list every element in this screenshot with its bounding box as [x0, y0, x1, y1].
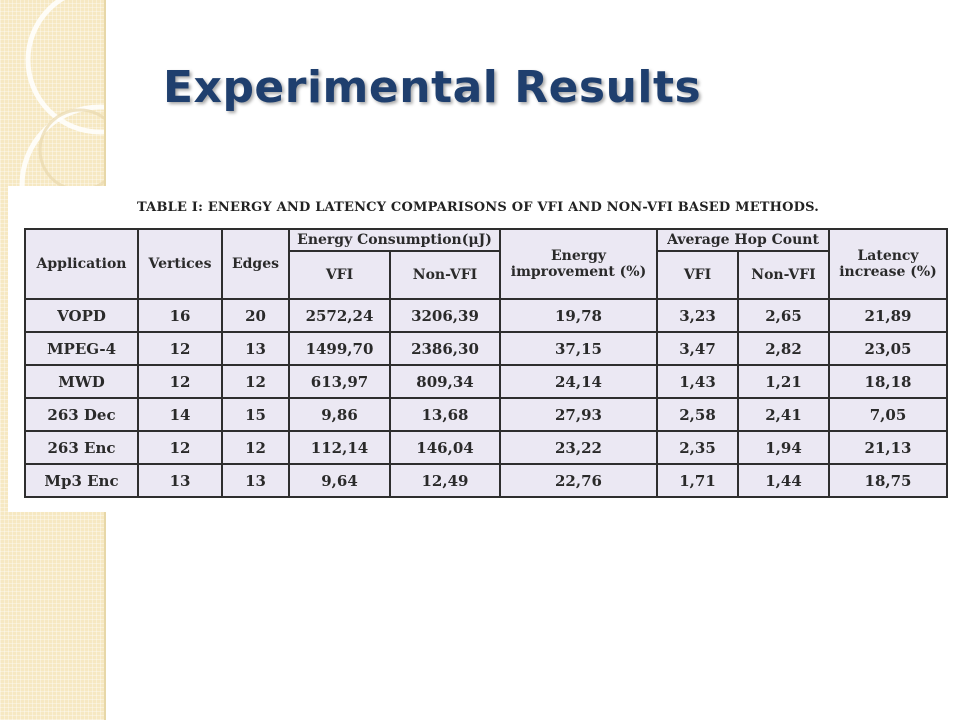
- cell-hop-nonvfi: 2,41: [736, 397, 831, 432]
- header-application: Application: [24, 228, 139, 300]
- cell-edges: 12: [221, 364, 290, 399]
- header-hop-nonvfi: Non-VFI: [736, 250, 831, 300]
- header-energy-vfi: VFI: [288, 250, 391, 300]
- cell-application: MPEG-4: [24, 331, 139, 366]
- cell-hop-nonvfi: 2,65: [736, 298, 831, 333]
- cell-vertices: 13: [137, 463, 223, 498]
- cell-energy-nonvfi: 809,34: [389, 364, 501, 399]
- cell-application: MWD: [24, 364, 139, 399]
- cell-edges: 13: [221, 331, 290, 366]
- cell-energy-vfi: 2572,24: [288, 298, 391, 333]
- cell-energy-improvement: 19,78: [499, 298, 658, 333]
- results-table: Application Vertices Edges Energy Consum…: [24, 228, 949, 498]
- cell-hop-vfi: 1,71: [656, 463, 739, 498]
- header-hop-vfi: VFI: [656, 250, 739, 300]
- cell-latency-increase: 23,05: [828, 331, 949, 366]
- cell-energy-vfi: 9,64: [288, 463, 391, 498]
- header-latency-increase: Latency increase (%): [828, 228, 949, 300]
- cell-edges: 13: [221, 463, 290, 498]
- cell-hop-vfi: 3,47: [656, 331, 739, 366]
- cell-application: 263 Dec: [24, 397, 139, 432]
- cell-latency-increase: 21,13: [828, 430, 949, 465]
- cell-edges: 20: [221, 298, 290, 333]
- cell-hop-vfi: 2,35: [656, 430, 739, 465]
- cell-latency-increase: 18,75: [828, 463, 949, 498]
- cell-energy-nonvfi: 12,49: [389, 463, 501, 498]
- cell-energy-vfi: 1499,70: [288, 331, 391, 366]
- cell-energy-vfi: 9,86: [288, 397, 391, 432]
- cell-energy-improvement: 27,93: [499, 397, 658, 432]
- cell-vertices: 14: [137, 397, 223, 432]
- cell-energy-vfi: 112,14: [288, 430, 391, 465]
- cell-hop-nonvfi: 1,94: [736, 430, 831, 465]
- cell-application: 263 Enc: [24, 430, 139, 465]
- cell-application: VOPD: [24, 298, 139, 333]
- cell-latency-increase: 7,05: [828, 397, 949, 432]
- cell-hop-vfi: 1,43: [656, 364, 739, 399]
- cell-application: Mp3 Enc: [24, 463, 139, 498]
- cell-latency-increase: 21,89: [828, 298, 949, 333]
- cell-energy-nonvfi: 3206,39: [389, 298, 501, 333]
- cell-energy-improvement: 24,14: [499, 364, 658, 399]
- cell-energy-vfi: 613,97: [288, 364, 391, 399]
- cell-hop-nonvfi: 2,82: [736, 331, 831, 366]
- header-average-hop-count: Average Hop Count: [655, 228, 831, 252]
- table-row: 263 Enc 12 12 112,14 146,04 23,22 2,35 1…: [24, 430, 949, 465]
- cell-energy-improvement: 37,15: [499, 331, 658, 366]
- header-energy-improvement: Energy improvement (%): [499, 228, 658, 300]
- cell-energy-improvement: 23,22: [499, 430, 658, 465]
- cell-energy-nonvfi: 2386,30: [389, 331, 501, 366]
- table-row: MWD 12 12 613,97 809,34 24,14 1,43 1,21 …: [24, 364, 949, 399]
- cell-hop-nonvfi: 1,21: [736, 364, 831, 399]
- slide-title: Experimental Results: [163, 62, 702, 113]
- cell-edges: 15: [221, 397, 290, 432]
- table-row: 263 Dec 14 15 9,86 13,68 27,93 2,58 2,41…: [24, 397, 949, 432]
- cell-vertices: 16: [137, 298, 223, 333]
- cell-latency-increase: 18,18: [828, 364, 949, 399]
- cell-vertices: 12: [137, 364, 223, 399]
- cell-energy-nonvfi: 146,04: [389, 430, 501, 465]
- table-caption: TABLE I: ENERGY AND LATENCY COMPARISONS …: [137, 200, 820, 215]
- cell-energy-improvement: 22,76: [499, 463, 658, 498]
- cell-edges: 12: [221, 430, 290, 465]
- cell-vertices: 12: [137, 331, 223, 366]
- cell-hop-vfi: 3,23: [656, 298, 739, 333]
- table-row: Mp3 Enc 13 13 9,64 12,49 22,76 1,71 1,44…: [24, 463, 949, 498]
- header-vertices: Vertices: [137, 228, 223, 300]
- cell-hop-vfi: 2,58: [656, 397, 739, 432]
- cell-vertices: 12: [137, 430, 223, 465]
- header-edges: Edges: [221, 228, 290, 300]
- cell-energy-nonvfi: 13,68: [389, 397, 501, 432]
- table-row: VOPD 16 20 2572,24 3206,39 19,78 3,23 2,…: [24, 298, 949, 333]
- cell-hop-nonvfi: 1,44: [736, 463, 831, 498]
- table-row: MPEG-4 12 13 1499,70 2386,30 37,15 3,47 …: [24, 331, 949, 366]
- header-energy-consumption: Energy Consumption(μJ): [288, 228, 501, 252]
- header-energy-nonvfi: Non-VFI: [389, 250, 501, 300]
